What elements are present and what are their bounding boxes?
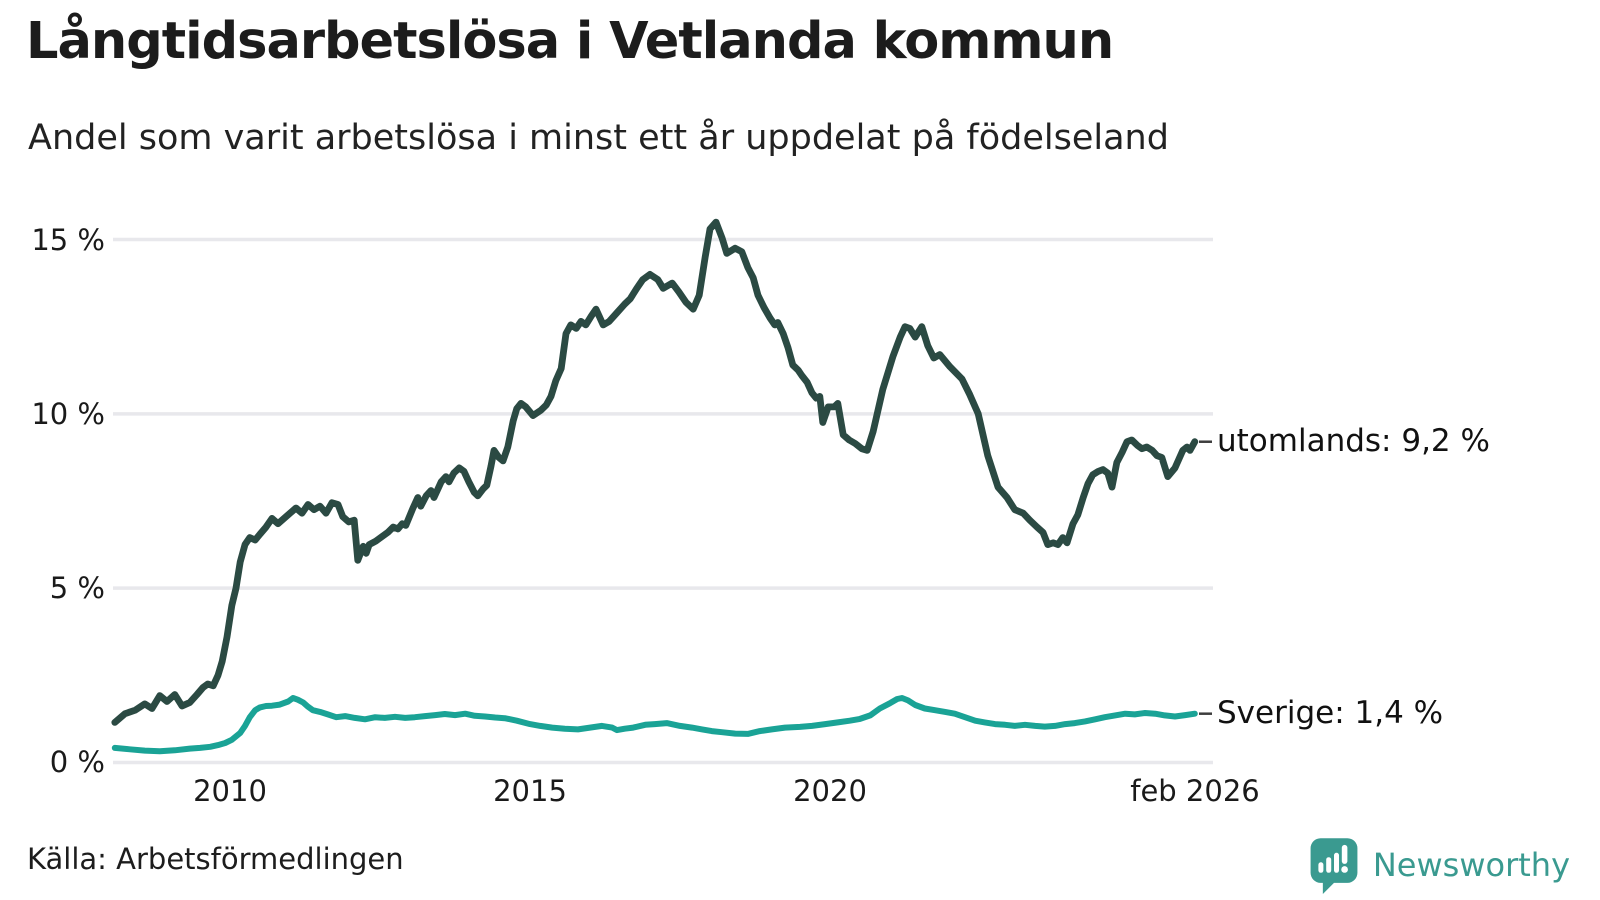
y-axis-tick-0: 0 % (49, 745, 105, 779)
newsworthy-logo: Newsworthy (1306, 836, 1570, 894)
newsworthy-wordmark: Newsworthy (1372, 846, 1570, 884)
y-axis-tick-15: 15 % (31, 223, 105, 257)
series-end-label-utomlands: utomlands: 9,2 % (1217, 423, 1490, 459)
source-note: Källa: Arbetsförmedlingen (27, 842, 404, 876)
series-end-label-sverige: Sverige: 1,4 % (1217, 695, 1444, 731)
exclamation-bar (1341, 844, 1348, 864)
x-axis-tick-2020: 2020 (793, 774, 867, 808)
series-line-utomlands (111, 218, 1199, 726)
chart-subtitle: Andel som varit arbetslösa i minst ett å… (28, 118, 1169, 158)
series-line-sverige (111, 695, 1198, 755)
x-axis-tick-feb-2026: feb 2026 (1130, 774, 1260, 808)
bar-small (1318, 862, 1324, 873)
x-axis-tick-2015: 2015 (493, 774, 567, 808)
y-axis-tick-10: 10 % (31, 397, 105, 431)
x-axis-tick-2010: 2010 (193, 774, 267, 808)
bar-medium (1326, 857, 1332, 873)
chart-title: Långtidsarbetslösa i Vetlanda kommun (26, 12, 1114, 71)
newsworthy-speech-bubble-icon (1310, 838, 1358, 894)
exclamation-dot (1341, 866, 1348, 873)
y-axis-tick-5: 5 % (49, 571, 105, 605)
bar-large (1333, 852, 1339, 873)
